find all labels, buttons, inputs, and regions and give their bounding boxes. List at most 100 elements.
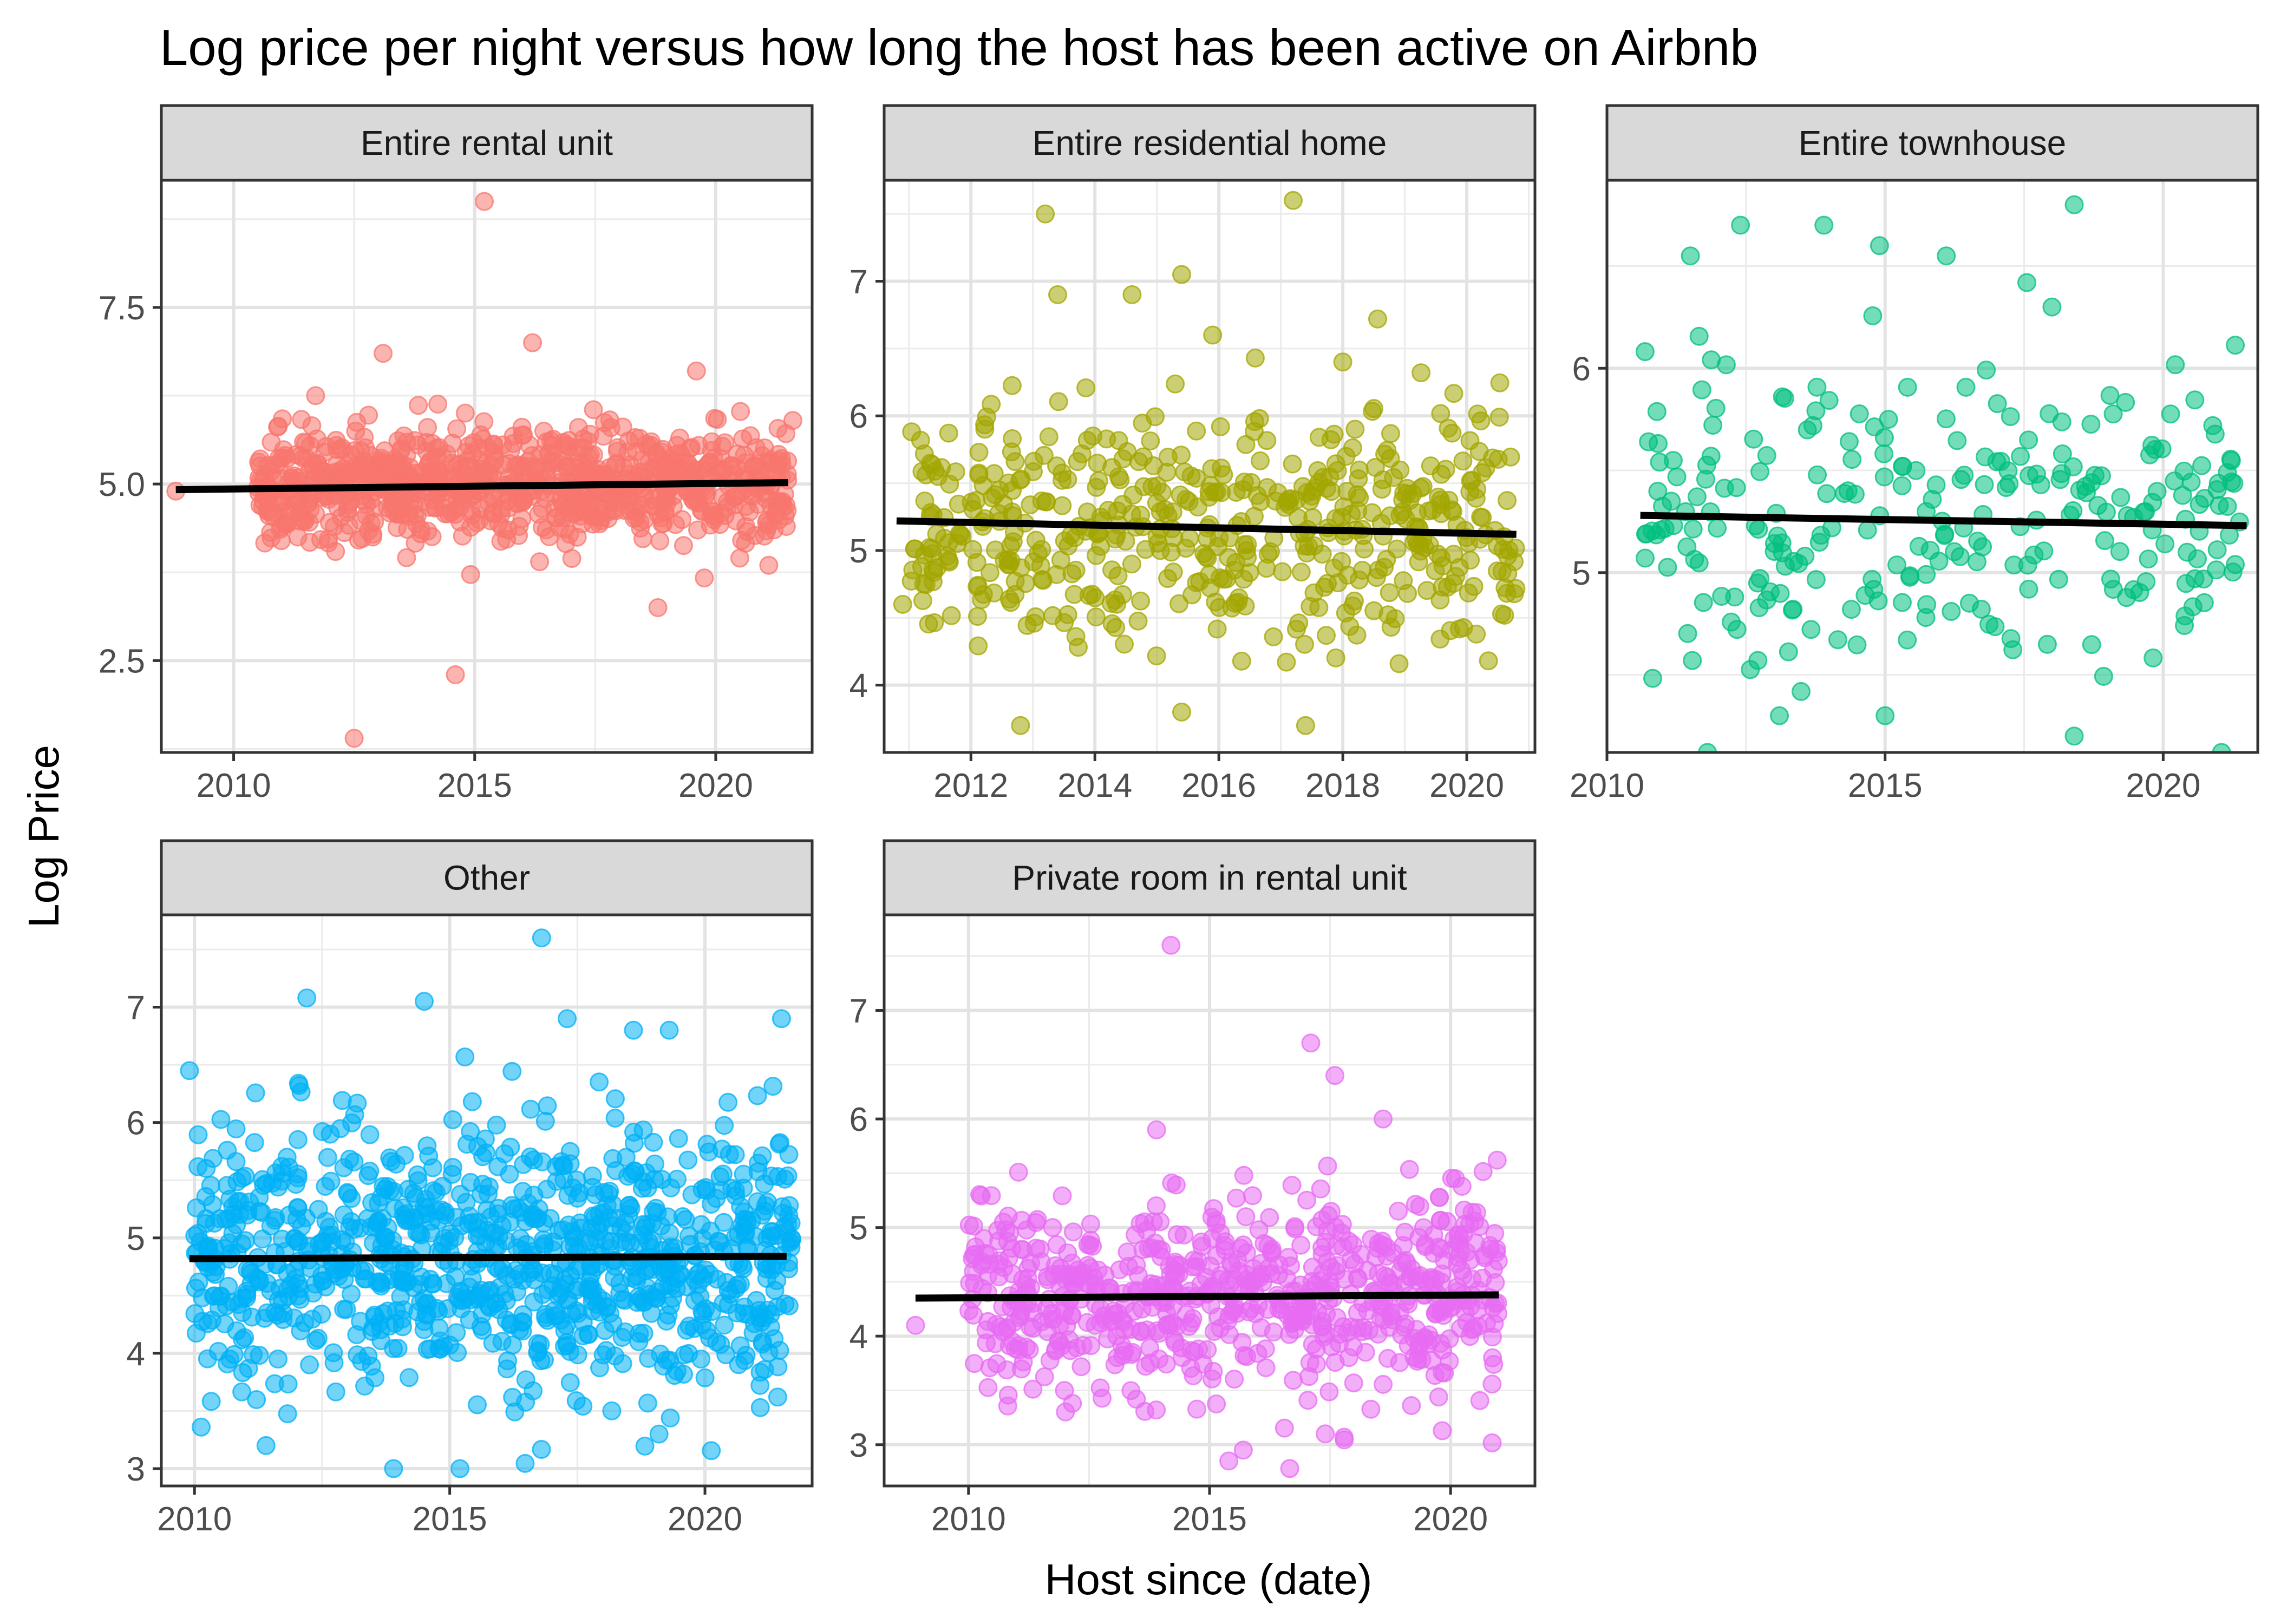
data-point	[265, 1374, 284, 1393]
data-point	[561, 1266, 580, 1286]
data-point	[1741, 660, 1760, 679]
data-point	[1424, 1225, 1443, 1245]
data-point	[1147, 1196, 1166, 1215]
data-point	[1284, 1371, 1303, 1390]
data-point	[1439, 418, 1458, 438]
data-point	[756, 1196, 775, 1215]
data-point	[2001, 407, 2020, 427]
data-point	[2019, 579, 2038, 599]
data-point	[1316, 1424, 1335, 1444]
data-point	[590, 1072, 609, 1092]
data-point	[639, 1348, 658, 1368]
data-point	[1782, 600, 1802, 620]
y-tick-label: 5.0	[99, 466, 145, 503]
data-point	[1081, 1258, 1100, 1278]
data-point	[1635, 342, 1655, 362]
data-point	[2175, 616, 2194, 635]
panel-border	[160, 913, 814, 1488]
facet-strip-label: Entire rental unit	[361, 123, 613, 162]
data-point	[731, 402, 750, 421]
data-point	[1118, 1242, 1137, 1262]
data-point	[685, 1270, 705, 1289]
data-point	[375, 1180, 395, 1199]
y-tick-label: 7	[127, 990, 145, 1027]
data-point	[1293, 1312, 1312, 1331]
data-point	[1658, 558, 1677, 577]
data-point	[1706, 398, 1726, 418]
data-point	[605, 1346, 625, 1366]
data-point	[2173, 486, 2192, 505]
data-point	[400, 1368, 419, 1387]
data-point	[360, 1125, 380, 1144]
data-point	[288, 1168, 308, 1188]
data-point	[925, 613, 944, 632]
data-point	[1179, 492, 1199, 512]
data-point	[1345, 420, 1365, 439]
data-point	[279, 512, 298, 531]
data-point	[489, 1260, 508, 1279]
data-point	[378, 1218, 397, 1237]
data-point	[532, 1440, 551, 1459]
data-point	[914, 545, 934, 565]
data-point	[1448, 1225, 1468, 1245]
data-point	[450, 1459, 469, 1478]
data-point	[2017, 273, 2036, 292]
data-point	[1917, 565, 1936, 584]
trend-line	[1640, 512, 2247, 529]
data-point	[337, 1183, 357, 1202]
data-point	[443, 1158, 462, 1177]
data-point	[950, 524, 969, 543]
panel-border	[883, 179, 1537, 754]
data-point	[635, 1436, 655, 1456]
data-point	[998, 1232, 1017, 1251]
data-point	[1977, 361, 1996, 380]
data-point	[1446, 567, 1466, 586]
data-point	[1979, 614, 1998, 634]
data-point	[1157, 462, 1177, 482]
data-point	[1887, 555, 1906, 575]
data-point	[669, 1129, 688, 1148]
data-point	[318, 533, 338, 553]
data-point	[1433, 1421, 1452, 1440]
data-point	[1708, 519, 1727, 538]
x-tick-label: 2015	[1848, 767, 1923, 804]
data-point	[2166, 355, 2185, 375]
data-point	[586, 1185, 605, 1204]
data-point	[237, 1281, 257, 1301]
data-point	[446, 1267, 465, 1286]
data-point	[211, 1110, 231, 1129]
data-point	[616, 1223, 636, 1243]
data-point	[1164, 528, 1184, 547]
data-point	[1975, 475, 1994, 494]
data-point	[1163, 1314, 1182, 1333]
data-point	[1169, 594, 1188, 613]
data-point	[1731, 215, 1750, 235]
data-point	[1023, 1319, 1043, 1338]
x-tick-label: 2010	[1570, 767, 1644, 804]
y-tick-label: 7.5	[99, 290, 145, 327]
data-point	[1440, 1299, 1460, 1318]
data-point	[1490, 373, 1510, 392]
data-point	[233, 1330, 252, 1350]
x-tick-label: 2012	[933, 767, 1008, 804]
data-point	[463, 444, 482, 464]
data-point	[1282, 1176, 1302, 1195]
data-point	[2027, 464, 2046, 484]
data-point	[2081, 415, 2101, 434]
data-point	[949, 494, 968, 514]
data-point	[2037, 634, 2057, 654]
data-point	[1251, 1265, 1271, 1284]
data-point	[1210, 568, 1230, 587]
data-point	[1055, 1381, 1074, 1400]
data-point	[734, 1218, 754, 1237]
data-point	[1459, 583, 1478, 603]
data-point	[1219, 1451, 1239, 1471]
data-point	[615, 1291, 635, 1310]
data-point	[1204, 1322, 1224, 1341]
data-point	[2103, 404, 2123, 424]
data-point	[1165, 1261, 1184, 1280]
data-point	[250, 1346, 269, 1365]
data-point	[1998, 461, 2018, 481]
data-point	[2049, 569, 2068, 589]
data-point	[1087, 477, 1106, 497]
